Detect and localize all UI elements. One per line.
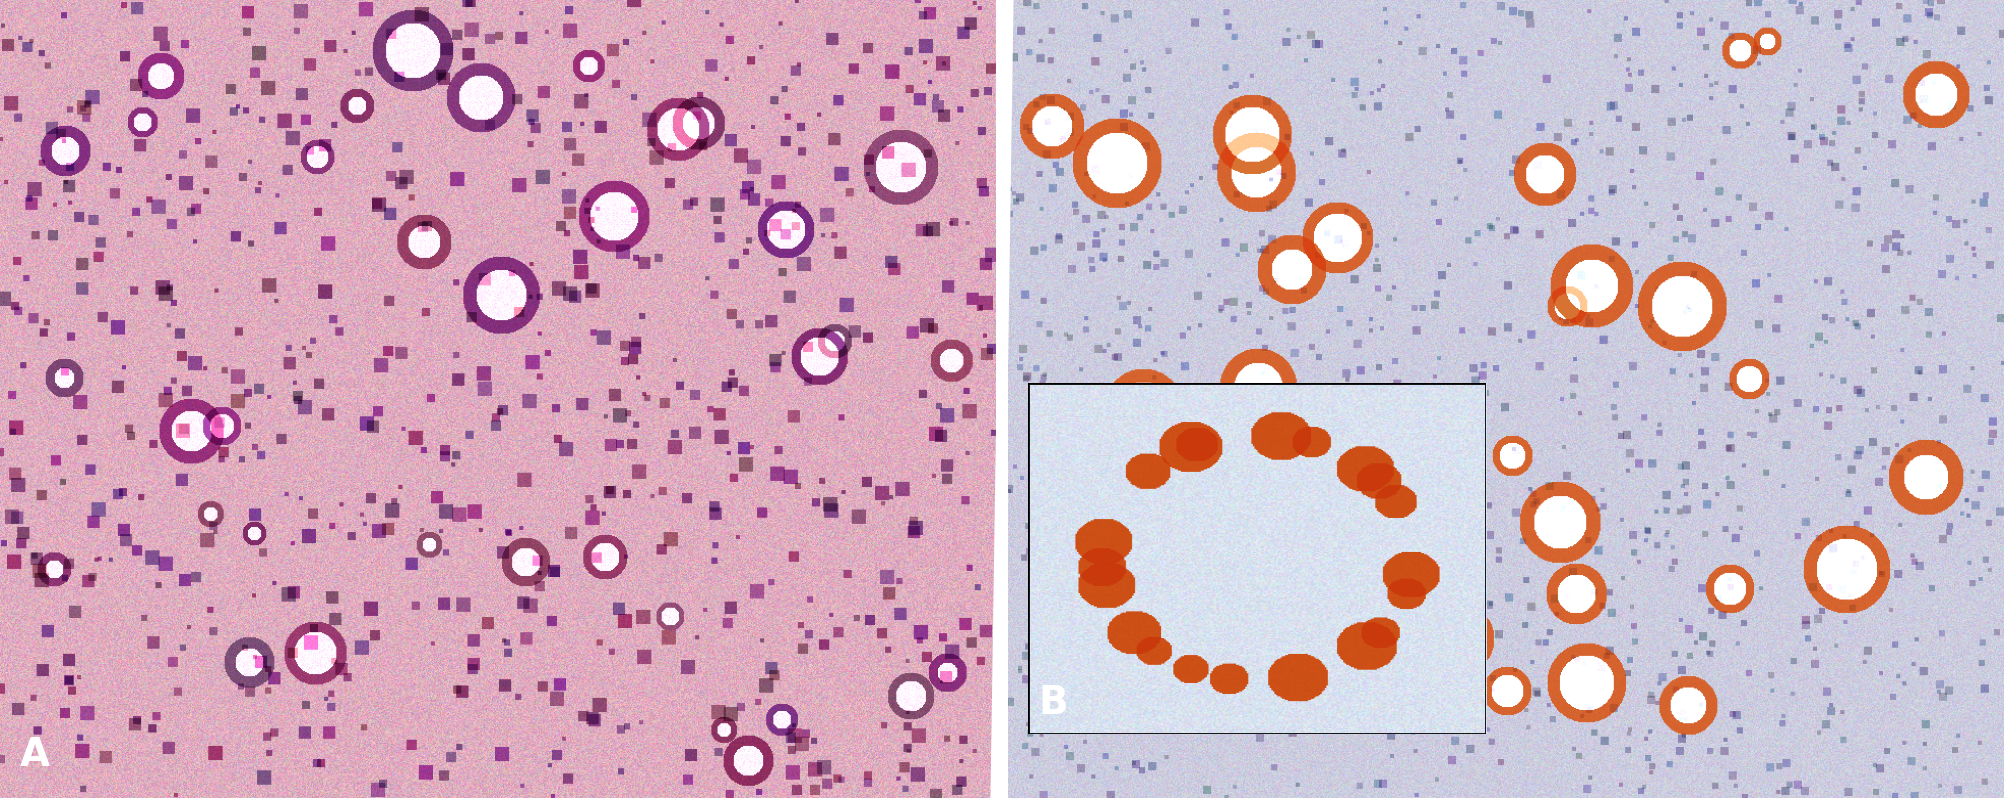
Text: A: A	[20, 736, 50, 774]
Text: B: B	[1038, 684, 1068, 722]
